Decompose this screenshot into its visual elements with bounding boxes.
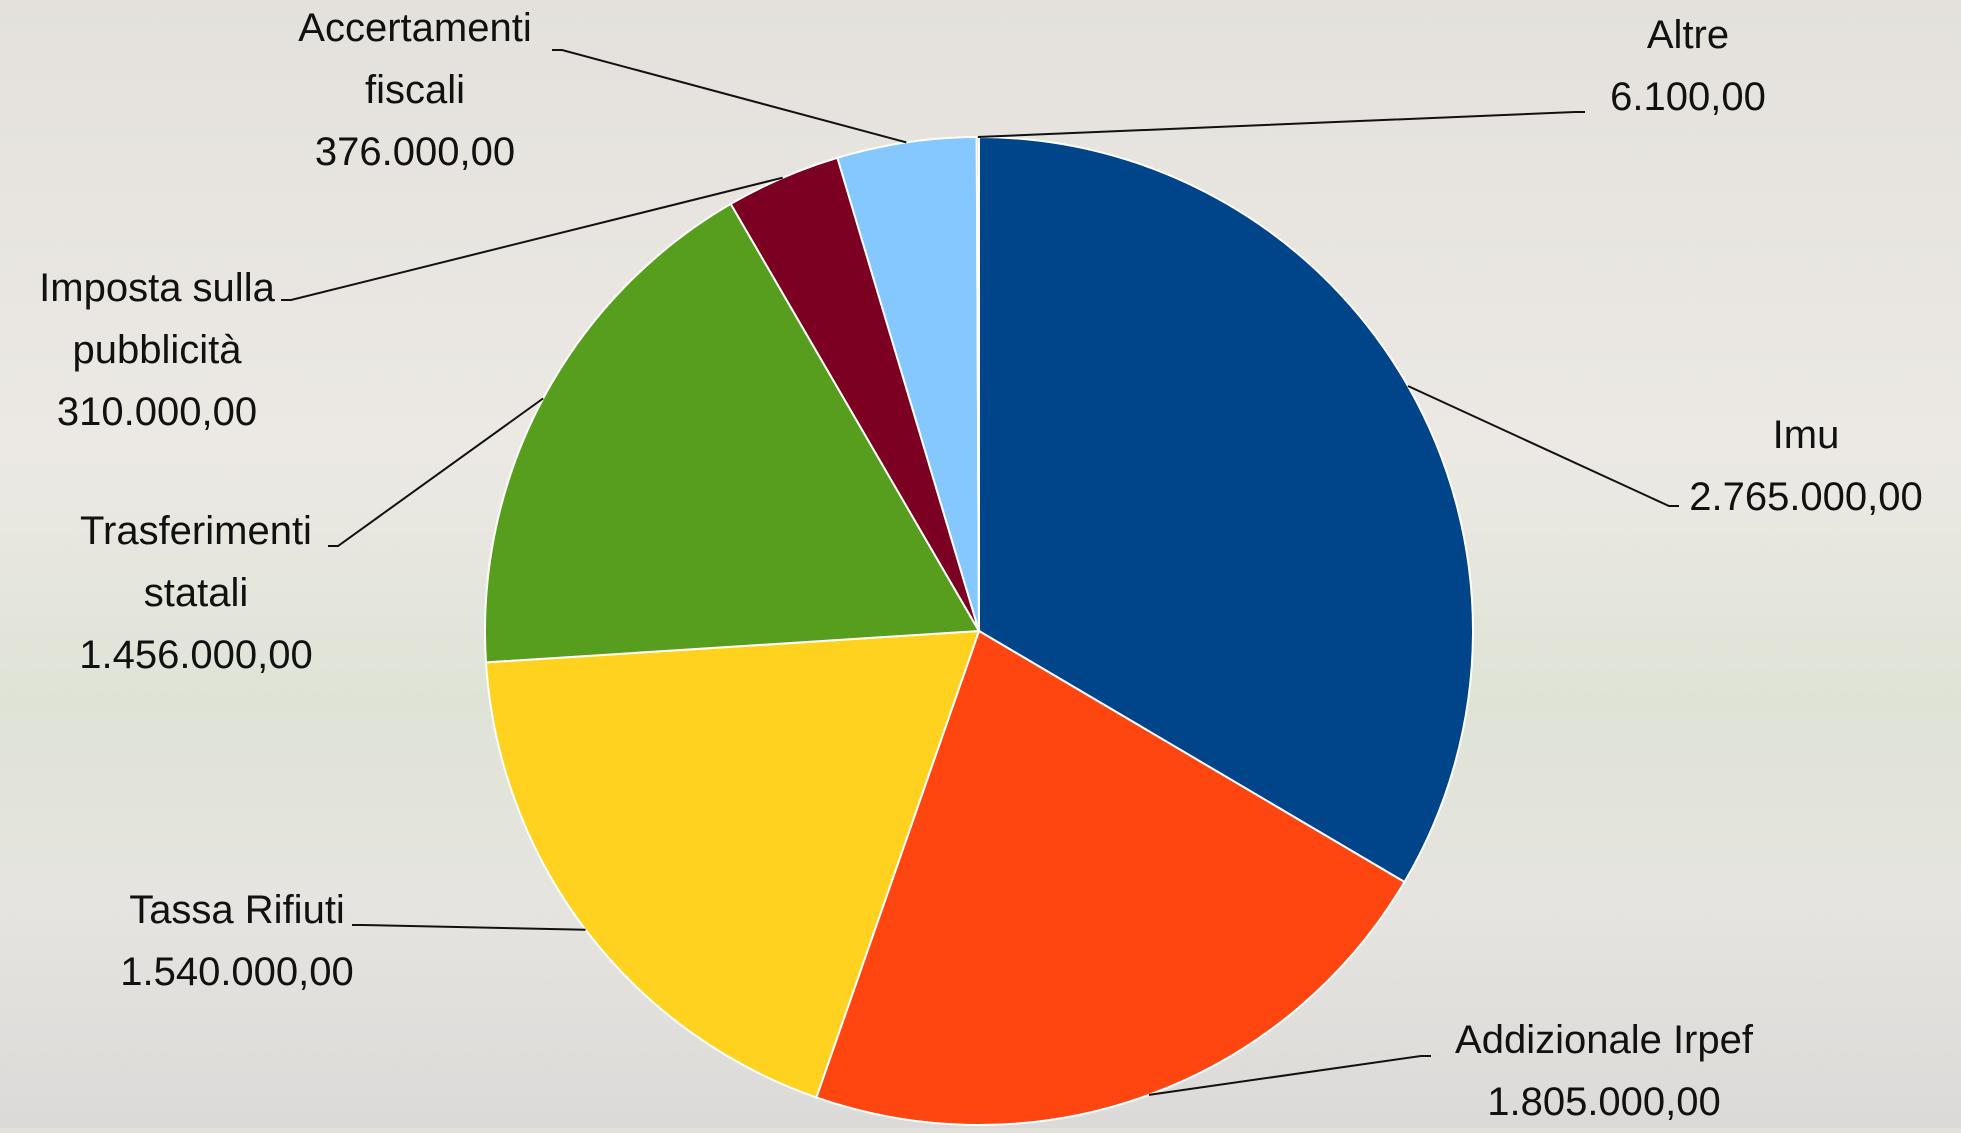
value-label: 1.805.000,00 [1487,1080,1721,1124]
category-label: Accertamenti fiscali [298,6,532,112]
value-label: 6.100,00 [1610,75,1766,119]
slice-label: Tassa Rifiuti 1.540.000,00 [72,879,402,1003]
value-label: 310.000,00 [56,390,258,434]
category-label: Altre [1646,13,1730,57]
category-label: Addizionale Irpef [1455,1018,1753,1062]
pie-slice [815,629,1406,1127]
value-label: 1.540.000,00 [120,950,354,994]
leader-line [328,397,544,547]
slice-label: Imposta sulla pubblicità 310.000,00 [2,257,312,443]
value-label: 376.000,00 [314,130,516,174]
value-label: 2.765.000,00 [1689,475,1923,519]
leader-line [1407,385,1679,507]
slice-label: Trasferimenti statali 1.456.000,00 [31,500,361,686]
leader-line [281,176,783,301]
category-label: Imu [1772,413,1840,457]
pie-slice [978,135,1474,884]
slice-label: Accertamenti fiscali 376.000,00 [255,0,575,183]
leader-line [552,49,907,144]
category-label: Imposta sulla pubblicità [39,266,275,372]
category-label: Trasferimenti statali [80,509,312,615]
pie-slice [484,202,981,664]
leader-line [977,111,1585,139]
leader-line [352,924,586,931]
slice-label: Addizionale Irpef 1.805.000,00 [1384,1009,1824,1133]
value-label: 1.456.000,00 [79,633,313,677]
category-label: Tassa Rifiuti [129,888,345,932]
slice-label: Altre 6.100,00 [1538,4,1838,128]
leader-line [1148,1055,1431,1096]
slice-label: Imu 2.765.000,00 [1636,404,1961,528]
